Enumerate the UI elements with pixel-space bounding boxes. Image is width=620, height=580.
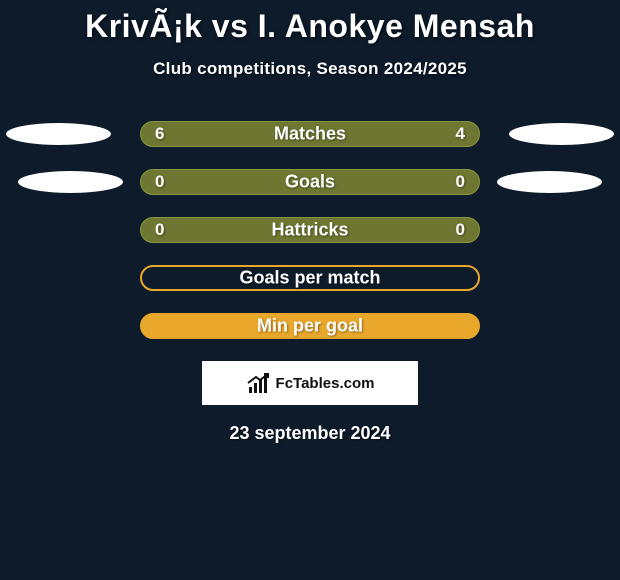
- stat-label: Min per goal: [257, 316, 363, 337]
- fctables-icon: [246, 373, 270, 393]
- stat-row: 0 0 Hattricks: [0, 217, 620, 243]
- page-title: KrivÃ¡k vs I. Anokye Mensah: [0, 8, 620, 45]
- stat-right-value: 4: [456, 124, 465, 144]
- left-marker-oval: [18, 171, 123, 193]
- stat-row: 0 0 Goals: [0, 169, 620, 195]
- stat-row: Min per goal: [0, 313, 620, 339]
- stat-left-value: 0: [155, 220, 164, 240]
- right-marker-oval: [497, 171, 602, 193]
- stat-row: Goals per match: [0, 265, 620, 291]
- date-text: 23 september 2024: [0, 423, 620, 444]
- stat-right-value: 0: [456, 220, 465, 240]
- comparison-widget: KrivÃ¡k vs I. Anokye Mensah Club competi…: [0, 0, 620, 444]
- page-subtitle: Club competitions, Season 2024/2025: [0, 59, 620, 79]
- stat-label: Goals: [285, 172, 335, 193]
- stat-bar: Goals per match: [140, 265, 480, 291]
- right-marker-oval: [509, 123, 614, 145]
- stat-label: Matches: [274, 124, 346, 145]
- stat-bar: Min per goal: [140, 313, 480, 339]
- branding-text: FcTables.com: [276, 375, 375, 392]
- stat-bar: 0 0 Goals: [140, 169, 480, 195]
- stats-area: 6 4 Matches 0 0 Goals 0 0 Hattricks Goals per mat…: [0, 121, 620, 339]
- stat-right-value: 0: [456, 172, 465, 192]
- stat-left-value: 6: [155, 124, 164, 144]
- left-marker-oval: [6, 123, 111, 145]
- stat-label: Hattricks: [271, 220, 348, 241]
- stat-label: Goals per match: [239, 268, 380, 289]
- branding-box[interactable]: FcTables.com: [202, 361, 418, 405]
- stat-bar: 0 0 Hattricks: [140, 217, 480, 243]
- stat-row: 6 4 Matches: [0, 121, 620, 147]
- stat-bar: 6 4 Matches: [140, 121, 480, 147]
- stat-left-value: 0: [155, 172, 164, 192]
